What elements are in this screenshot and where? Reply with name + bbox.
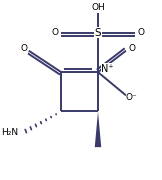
Text: O: O	[21, 44, 28, 53]
Text: N⁺: N⁺	[101, 64, 114, 74]
Text: O⁻: O⁻	[126, 93, 138, 102]
Text: O: O	[128, 44, 135, 53]
Text: O: O	[52, 28, 59, 37]
Text: H₂N: H₂N	[1, 128, 18, 137]
Text: S: S	[95, 28, 101, 38]
Text: OH: OH	[91, 3, 105, 12]
Polygon shape	[95, 111, 101, 147]
Text: O: O	[137, 28, 144, 37]
